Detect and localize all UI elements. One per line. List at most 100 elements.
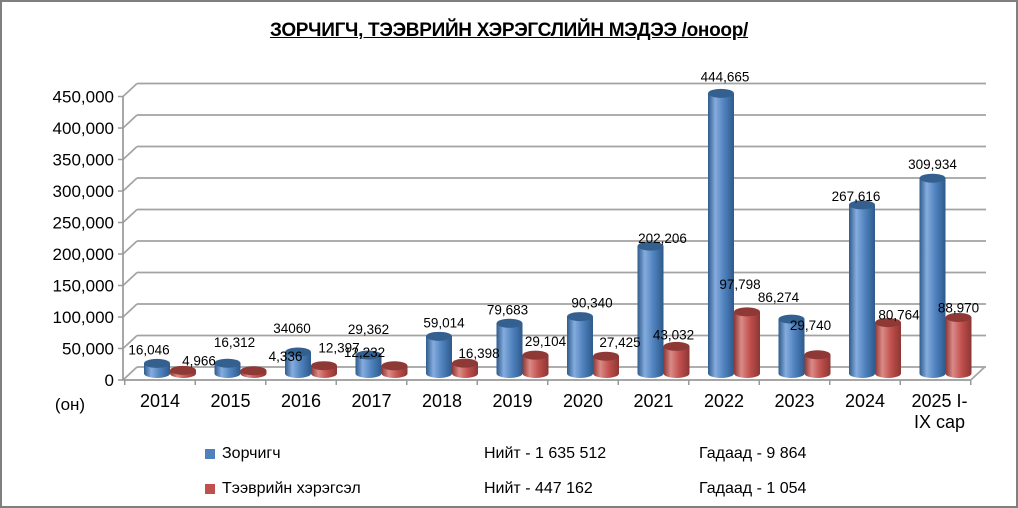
y-tick-label: 50,000 (62, 340, 114, 359)
bar-label: 12,397 (318, 341, 359, 356)
x-tick-label: 2023 (774, 391, 814, 411)
x-tick-label: 2020 (563, 391, 603, 411)
cylinder-top (311, 361, 337, 371)
cylinder-top (663, 341, 690, 351)
floor-depth-line (970, 366, 986, 381)
cylinder-top (778, 314, 805, 324)
cylinder-top (522, 350, 549, 360)
cylinder-top (637, 241, 664, 251)
grid-depth-line (122, 145, 138, 161)
cylinder-body (522, 355, 549, 374)
grid-depth-line (122, 240, 138, 255)
cylinder-body (593, 356, 619, 374)
cylinder-top (708, 88, 734, 98)
bar-label: 4,966 (182, 353, 216, 368)
bar-label: 4,336 (269, 349, 303, 364)
y-tick-label: 250,000 (53, 214, 114, 233)
cylinder-body (426, 336, 452, 374)
x-tick-label: 2016 (281, 391, 321, 411)
bar-label: 29,104 (525, 334, 567, 349)
cylinder-body (875, 322, 901, 374)
cylinder-body (144, 363, 170, 374)
gridlines: 0 50,000 100,000 150,000 200,000 250,000 300,0… (53, 82, 986, 390)
cylinder-top (381, 361, 408, 371)
cylinder-body (919, 178, 946, 374)
cylinder-body (663, 346, 690, 374)
cylinder-top (144, 358, 170, 368)
bar-label: 34060 (273, 321, 311, 336)
cylinder-top (285, 347, 311, 357)
bar-label: 29,362 (348, 322, 389, 337)
bar-label: 90,340 (571, 296, 612, 311)
bar-label: 79,683 (487, 302, 528, 317)
grid-depth-line (122, 366, 138, 381)
cylinder-top (875, 318, 901, 328)
bar-labels: 16,046 16,312 34060 29,362 59,014 79,683 90,34… (128, 69, 979, 368)
cylinder-body (567, 316, 593, 374)
cylinder-top (919, 173, 946, 183)
bar-label: 86,274 (758, 290, 800, 305)
bar-label: 29,740 (790, 318, 831, 333)
bar-label: 97,798 (719, 277, 760, 292)
cylinder-body (452, 363, 478, 374)
x-tick-label: 2022 (704, 391, 744, 411)
y-tick-label: 100,000 (53, 308, 114, 327)
cylinder-body (285, 352, 311, 374)
bar-label: 43,032 (653, 327, 694, 342)
x-tick-label: 2014 (140, 391, 180, 411)
y-tick-label: 300,000 (53, 182, 114, 201)
chart-title: ЗОРЧИГЧ, ТЭЭВРИЙН ХЭРЭГСЛИЙН МЭДЭЭ /оноо… (269, 20, 749, 41)
cylinder-top (945, 312, 972, 322)
grid-depth-line (122, 271, 138, 287)
cylinder-body (355, 355, 382, 374)
bar-label: 16,312 (214, 335, 255, 350)
cylinder-body (734, 311, 760, 374)
bars (144, 88, 972, 378)
cylinder-top (734, 307, 760, 317)
cylinder-body (637, 246, 664, 374)
cylinder-top (214, 358, 241, 368)
grid-depth-line (122, 82, 138, 98)
cylinder-body (804, 354, 831, 374)
cylinder-body (708, 93, 734, 374)
bar-label: 88,970 (938, 300, 979, 315)
bar-label: 12,232 (344, 345, 385, 360)
cylinder-top (593, 351, 619, 361)
y-tick-label: 150,000 (53, 277, 114, 296)
cylinder-body (849, 204, 875, 374)
y-tick-label: 400,000 (53, 119, 114, 138)
cylinder-top (452, 358, 478, 368)
bar-label: 27,425 (599, 335, 640, 350)
cylinder-top (355, 350, 382, 360)
bar-label: 59,014 (423, 315, 465, 330)
cylinder-top (426, 331, 452, 341)
bar-label: 202,206 (638, 231, 687, 246)
cylinder-body (778, 319, 805, 374)
cylinder-top (170, 365, 196, 375)
bar-label: 16,398 (458, 346, 499, 361)
grid-depth-line (122, 208, 138, 224)
x-tick-label: IX сар (914, 412, 965, 432)
bar-label: 80,764 (878, 308, 920, 323)
cylinder-top (496, 318, 523, 328)
x-tick-label: 2021 (633, 391, 673, 411)
axes (122, 96, 986, 385)
cylinder-top (240, 366, 267, 376)
bar-label: 16,046 (128, 342, 169, 357)
y-tick-label: 350,000 (53, 151, 114, 170)
x-tick-label: 2025 I- (911, 391, 967, 411)
y-tick-label: 200,000 (53, 245, 114, 264)
x-labels: 2014 2015 2016 2017 2018 2019 2020 2021 2022 2023… (55, 391, 968, 432)
grid-depth-line (122, 334, 138, 350)
x-tick-label: 2019 (492, 391, 532, 411)
x-tick-label: 2015 (210, 391, 250, 411)
y-tick-label: 450,000 (53, 88, 114, 107)
bar-label: 444,665 (701, 69, 750, 84)
x-tick-label: 2018 (422, 391, 462, 411)
grid-depth-line (122, 303, 138, 318)
cylinder-top (804, 350, 831, 360)
grid-depth-line (122, 114, 138, 129)
cylinder-top (849, 200, 875, 210)
cylinder-body (214, 363, 241, 374)
